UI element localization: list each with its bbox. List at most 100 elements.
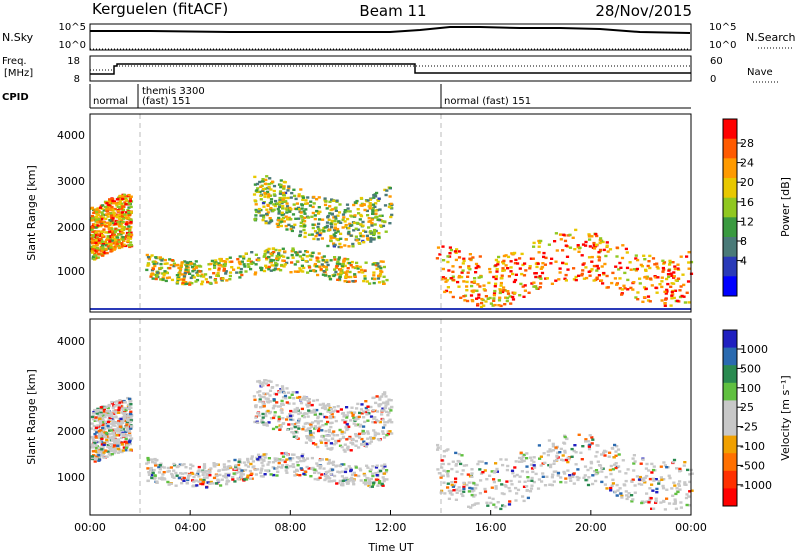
power-cell — [123, 226, 127, 229]
power-cell — [685, 291, 689, 294]
velocity-cell — [347, 479, 351, 483]
velocity-cell — [376, 484, 380, 487]
velocity-cell — [642, 479, 646, 483]
colorbar-cell — [723, 256, 737, 277]
velocity-cell — [654, 478, 658, 481]
power-cell — [194, 260, 198, 263]
velocity-cell — [285, 458, 289, 461]
velocity-cell — [100, 443, 105, 446]
power-cell — [126, 239, 130, 243]
power-cell — [278, 190, 283, 193]
power-cell — [256, 187, 260, 190]
power-cell — [482, 304, 486, 307]
power-cell — [253, 218, 257, 221]
velocity-cell — [217, 479, 221, 482]
velocity-cell — [677, 484, 681, 487]
velocity-cell — [117, 430, 121, 433]
power-cell — [687, 261, 691, 264]
power-cell — [277, 210, 281, 213]
power-cell — [326, 216, 330, 219]
velocity-cell — [256, 458, 260, 461]
velocity-cell — [113, 410, 117, 413]
power-cell — [636, 258, 640, 262]
power-cell — [112, 202, 116, 205]
velocity-cell — [469, 506, 473, 509]
velocity-cell — [351, 443, 355, 446]
power-cell — [309, 258, 313, 261]
power-cell — [117, 240, 121, 244]
power-cell — [584, 244, 588, 247]
velocity-cell — [281, 396, 286, 399]
velocity-cell — [121, 419, 125, 422]
velocity-cell — [113, 447, 117, 450]
velocity-cell — [346, 482, 350, 485]
power-cell — [129, 210, 133, 214]
velocity-cell — [659, 465, 663, 468]
power-cell — [224, 272, 228, 275]
velocity-cell — [625, 497, 629, 501]
power-cell — [239, 267, 243, 271]
power-cell — [215, 274, 219, 277]
velocity-cell — [287, 423, 291, 426]
power-cell — [530, 282, 534, 285]
velocity-cell — [522, 485, 527, 488]
velocity-cell — [295, 406, 299, 410]
velocity-cell — [129, 403, 133, 406]
power-cell — [316, 225, 320, 229]
velocity-cell — [214, 482, 219, 485]
velocity-cell — [564, 458, 568, 462]
velocity-cell — [514, 499, 518, 502]
power-cell — [595, 234, 599, 238]
velocity-cell — [125, 423, 129, 426]
power-cell — [313, 214, 317, 217]
velocity-cell — [344, 426, 348, 429]
velocity-cell — [308, 427, 312, 430]
power-cell — [465, 285, 469, 288]
velocity-cell — [349, 449, 353, 452]
velocity-cell — [563, 449, 567, 453]
velocity-cell — [678, 488, 682, 491]
velocity-cell — [505, 480, 509, 483]
velocity-cell — [446, 473, 450, 476]
power-cell — [129, 226, 133, 229]
power-cell — [377, 235, 381, 239]
colorbar-cell — [723, 382, 737, 401]
power-cell — [298, 250, 302, 253]
velocity-cell — [363, 483, 368, 486]
velocity-cell — [126, 396, 130, 400]
power-cell — [592, 247, 597, 250]
velocity-cell — [316, 420, 320, 423]
velocity-cell — [385, 478, 389, 481]
velocity-cell — [615, 445, 619, 448]
power-cell — [339, 245, 343, 249]
power-cell — [117, 225, 122, 228]
velocity-cell — [191, 472, 195, 475]
power-cell — [125, 220, 129, 224]
power-cell — [269, 198, 274, 201]
velocity-cell — [185, 481, 189, 485]
power-cell — [214, 259, 218, 262]
velocity-cell — [239, 474, 243, 477]
velocity-cell — [116, 442, 120, 445]
velocity-cell — [336, 470, 340, 473]
velocity-cell — [589, 462, 594, 465]
velocity-cell — [290, 393, 294, 396]
velocity-cell — [118, 441, 122, 444]
power-cell — [289, 208, 293, 211]
velocity-cell — [472, 489, 476, 492]
velocity-cell — [502, 492, 506, 496]
velocity-cell — [126, 419, 130, 422]
velocity-cell — [254, 416, 258, 419]
power-cell — [318, 233, 322, 237]
velocity-cell — [113, 436, 117, 439]
power-cell — [522, 274, 527, 277]
velocity-cell — [290, 423, 295, 426]
power-cell — [337, 256, 341, 259]
freq-trace — [90, 63, 691, 75]
velocity-cell — [101, 433, 106, 436]
velocity-cell — [98, 421, 102, 424]
velocity-cell — [275, 384, 279, 387]
power-cell — [254, 208, 258, 212]
velocity-cell — [662, 499, 666, 503]
velocity-cell — [663, 464, 667, 467]
